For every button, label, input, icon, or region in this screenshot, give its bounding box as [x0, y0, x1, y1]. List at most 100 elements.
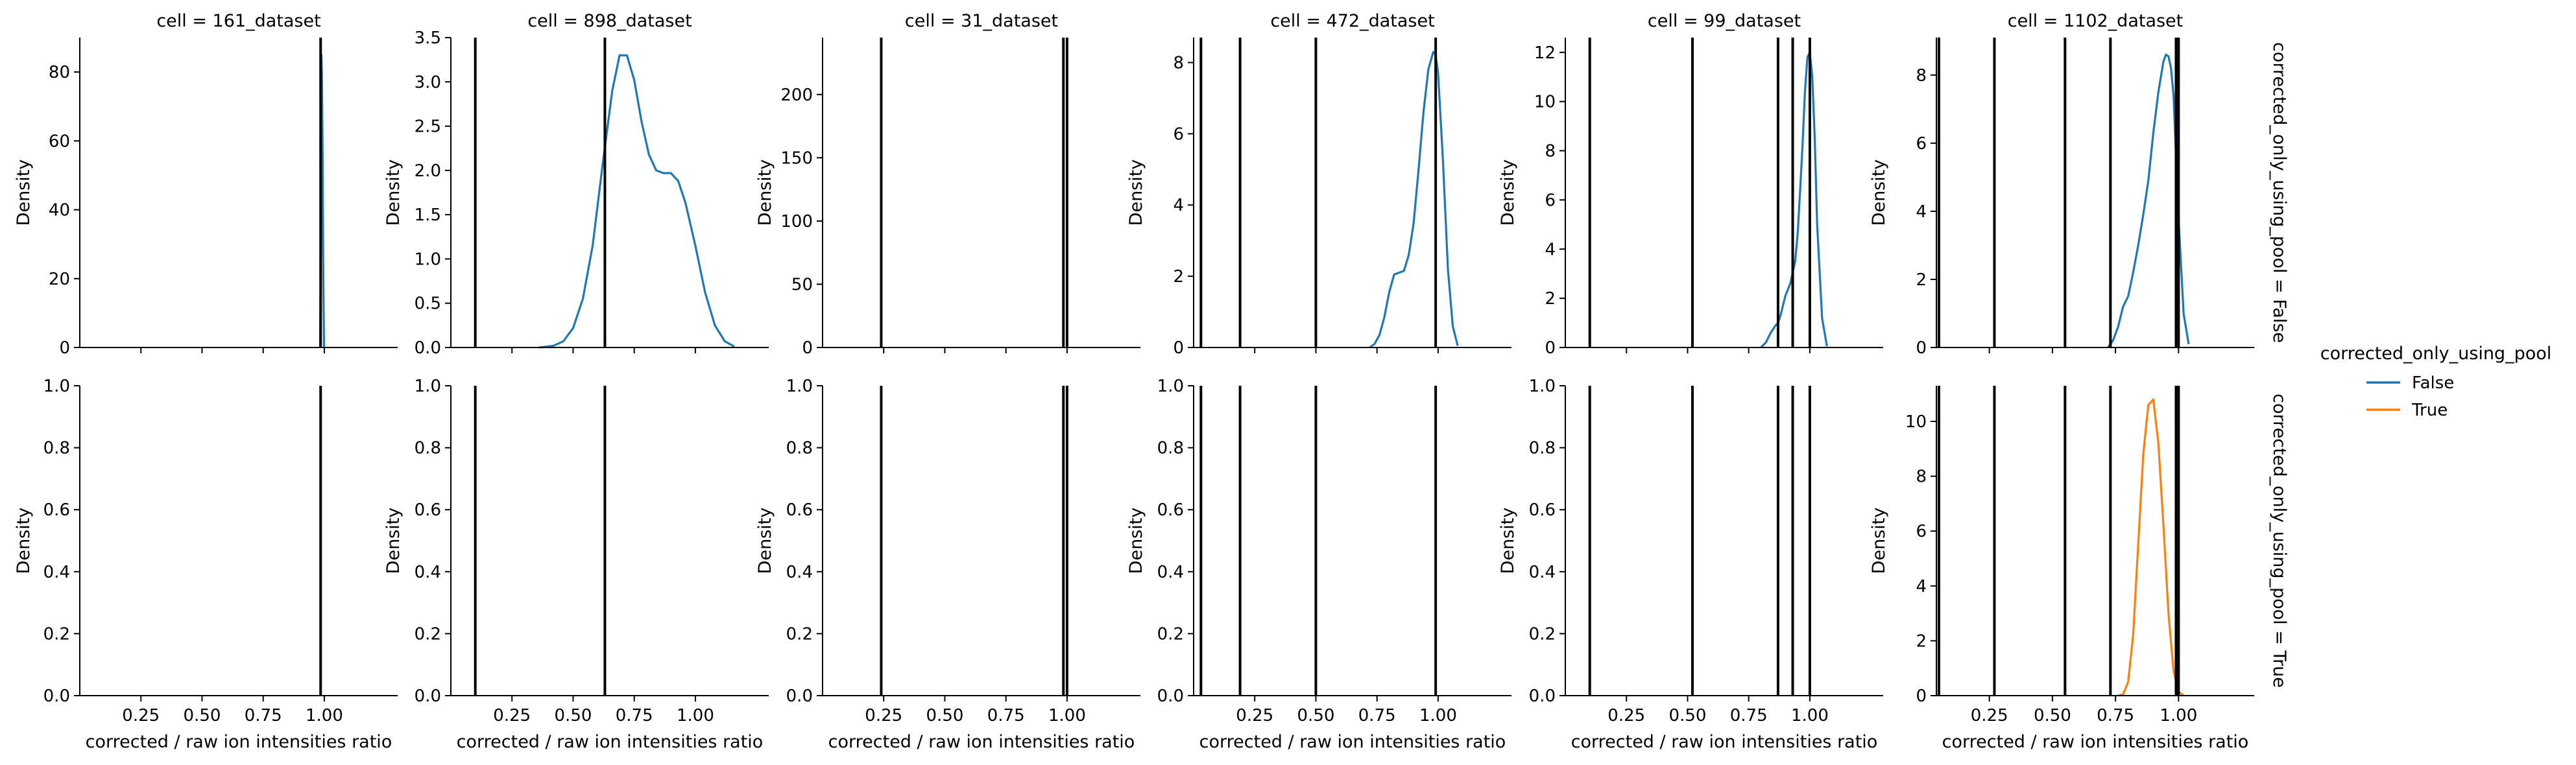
legend-title: corrected_only_using_pool [2320, 344, 2552, 364]
y-tick-label: 6 [1173, 124, 1184, 144]
x-axis-label: corrected / raw ion intensities ratio [1199, 732, 1506, 752]
y-axis-label: Density [755, 508, 775, 574]
y-tick-label: 100 [780, 212, 813, 231]
y-tick-label: 0.6 [43, 500, 70, 520]
x-tick-label: 0.50 [926, 706, 964, 725]
y-axis-label: Density [1126, 508, 1146, 574]
y-tick-label: 3.5 [415, 29, 441, 48]
y-tick-label: 6 [1916, 522, 1927, 541]
facet-panel: 0 50 100 150 200 Density cell = 31_dataset [755, 11, 1140, 358]
x-tick-label: 1.00 [2160, 706, 2197, 725]
y-tick-label: 0.8 [1529, 439, 1556, 458]
y-tick-label: 8 [1173, 53, 1184, 73]
y-tick-label: 1.0 [1529, 377, 1556, 396]
y-tick-label: 0.8 [43, 439, 70, 458]
y-tick-label: 0.0 [43, 687, 70, 706]
facet-panel: 0.0 0.2 0.4 0.6 0.8 1.0 0.25 0.50 0.75 1.00 Densit… [14, 377, 398, 752]
x-tick-label: 0.50 [184, 706, 221, 725]
y-tick-label: 0 [1173, 338, 1184, 358]
y-tick-label: 8 [1545, 142, 1556, 161]
y-tick-label: 6 [1545, 191, 1556, 210]
y-tick-label: 0 [59, 338, 70, 358]
facet-title: cell = 31_dataset [905, 11, 1058, 31]
y-tick-label: 2 [1916, 631, 1927, 651]
x-tick-label: 0.75 [2097, 706, 2134, 725]
y-tick-label: 0.2 [786, 624, 813, 644]
x-axis-label: corrected / raw ion intensities ratio [1571, 732, 1878, 752]
x-tick-label: 0.50 [1669, 706, 1707, 725]
row-title: corrected_only_using_pool = True [2269, 394, 2289, 688]
y-tick-label: 4 [1173, 196, 1184, 215]
x-tick-label: 0.50 [555, 706, 592, 725]
x-tick-label: 0.25 [1236, 706, 1273, 725]
y-tick-label: 2 [1545, 289, 1556, 309]
facet-panel: 0 2 4 6 8 Density cell = 1102_dataset corrected… [1869, 11, 2289, 358]
density-curve-false [1760, 51, 1828, 349]
x-tick-label: 0.25 [493, 706, 531, 725]
y-tick-label: 2 [1173, 267, 1184, 287]
facet-title: cell = 99_dataset [1648, 11, 1801, 31]
x-tick-label: 1.00 [1048, 706, 1086, 725]
x-tick-label: 0.75 [1358, 706, 1396, 725]
x-tick-label: 0.25 [865, 706, 902, 725]
density-curve-true [2117, 398, 2185, 697]
y-tick-label: 150 [780, 148, 813, 168]
y-tick-label: 0.4 [43, 563, 70, 582]
facet-panel: 0.0 0.2 0.4 0.6 0.8 1.0 0.25 0.50 0.75 1.00 Densit… [755, 377, 1140, 752]
y-tick-label: 2.5 [415, 117, 441, 137]
y-tick-label: 4 [1916, 577, 1927, 596]
y-tick-label: 0.2 [415, 624, 441, 644]
x-tick-label: 0.75 [987, 706, 1025, 725]
x-axis-label: corrected / raw ion intensities ratio [457, 732, 764, 752]
facet-panel: 0.0 0.2 0.4 0.6 0.8 1.0 0.25 0.50 0.75 1.00 Densit… [383, 377, 769, 752]
legend-label: True [2411, 401, 2448, 420]
y-tick-label: 0.4 [415, 563, 441, 582]
legend-label: False [2412, 373, 2454, 393]
y-tick-label: 4 [1545, 240, 1556, 259]
y-tick-label: 0.6 [1529, 500, 1556, 520]
x-tick-label: 1.00 [677, 706, 714, 725]
y-tick-label: 80 [49, 63, 70, 82]
y-tick-label: 3.0 [415, 73, 441, 92]
y-tick-label: 0.6 [415, 500, 441, 520]
x-tick-label: 0.50 [1297, 706, 1335, 725]
y-axis-label: Density [14, 159, 34, 226]
y-tick-label: 0.4 [1529, 563, 1556, 582]
x-axis-label: corrected / raw ion intensities ratio [1942, 732, 2249, 752]
y-tick-label: 40 [49, 201, 70, 220]
y-tick-label: 0.5 [415, 294, 441, 314]
y-tick-label: 8 [1916, 66, 1927, 86]
y-tick-label: 8 [1916, 467, 1927, 487]
y-tick-label: 0.0 [1157, 687, 1184, 706]
x-tick-label: 0.75 [245, 706, 282, 725]
y-tick-label: 0 [1545, 338, 1556, 358]
y-tick-label: 1.0 [1157, 377, 1184, 396]
y-tick-label: 2 [1916, 270, 1927, 290]
y-axis-label: Density [1869, 159, 1889, 226]
y-tick-label: 200 [780, 86, 813, 105]
y-axis-label: Density [1869, 508, 1889, 574]
y-tick-label: 1.0 [415, 377, 441, 396]
y-axis-label: Density [383, 508, 403, 574]
x-tick-label: 0.25 [122, 706, 160, 725]
y-tick-label: 20 [49, 270, 70, 289]
facet-panel: 0 2 4 6 8 10 12 Density cell = 99_dataset [1498, 11, 1883, 358]
facet-title: cell = 1102_dataset [2008, 11, 2184, 31]
y-tick-label: 0 [1916, 687, 1927, 706]
x-tick-label: 0.25 [1607, 706, 1645, 725]
density-curve-false [538, 54, 735, 349]
row-title: corrected_only_using_pool = False [2269, 42, 2289, 343]
x-tick-label: 0.75 [616, 706, 653, 725]
facet-title: cell = 161_dataset [156, 11, 320, 31]
facet-panel: 0 20 40 60 80 Density cell = 161_dataset [14, 11, 398, 358]
y-tick-label: 1.0 [43, 377, 70, 396]
y-tick-label: 0.2 [43, 624, 70, 644]
y-tick-label: 0.6 [786, 500, 813, 520]
y-tick-label: 0.6 [1157, 500, 1184, 520]
y-tick-label: 0.4 [786, 563, 813, 582]
y-tick-label: 0.8 [415, 439, 441, 458]
legend: corrected_only_using_pool False True [2320, 344, 2552, 420]
y-axis-label: Density [1126, 159, 1146, 226]
y-tick-label: 50 [791, 275, 813, 294]
